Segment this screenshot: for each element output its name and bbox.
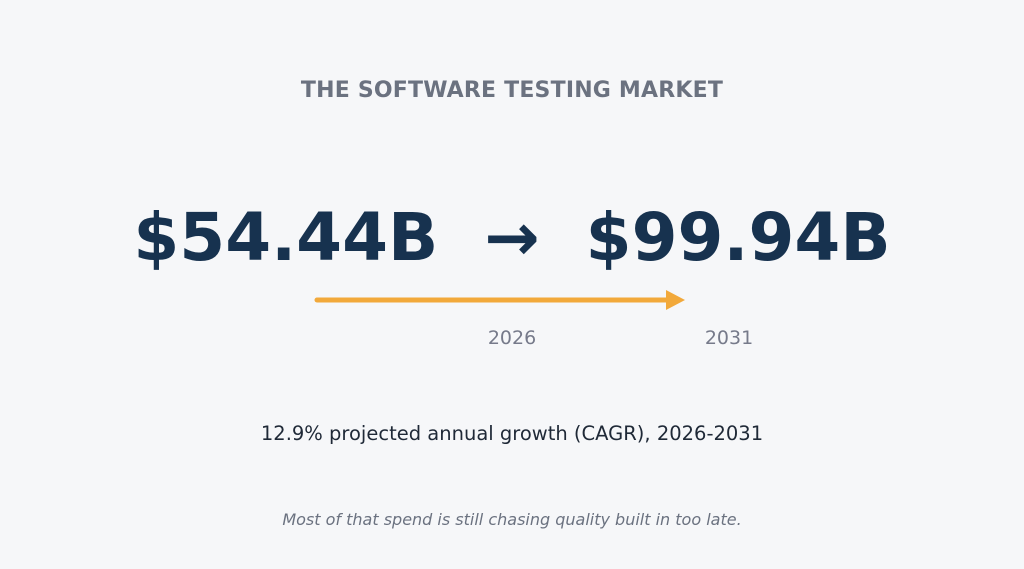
end-year: 2031 [704, 327, 754, 349]
market-figures: $54.44B → $99.94B [0, 196, 1024, 280]
growth-statement: 12.9% projected annual growth (CAGR), 20… [260, 422, 764, 445]
timeline-arrowhead [666, 290, 685, 310]
page-title: THE SOFTWARE TESTING MARKET [300, 78, 724, 103]
end-value: $99.94B [585, 199, 891, 276]
value-arrow-glyph: → [484, 199, 540, 276]
start-year: 2026 [487, 327, 537, 349]
start-value: $54.44B [133, 199, 439, 276]
footnote: Most of that spend is still chasing qual… [282, 510, 742, 529]
timeline-arrow-icon [314, 290, 685, 310]
